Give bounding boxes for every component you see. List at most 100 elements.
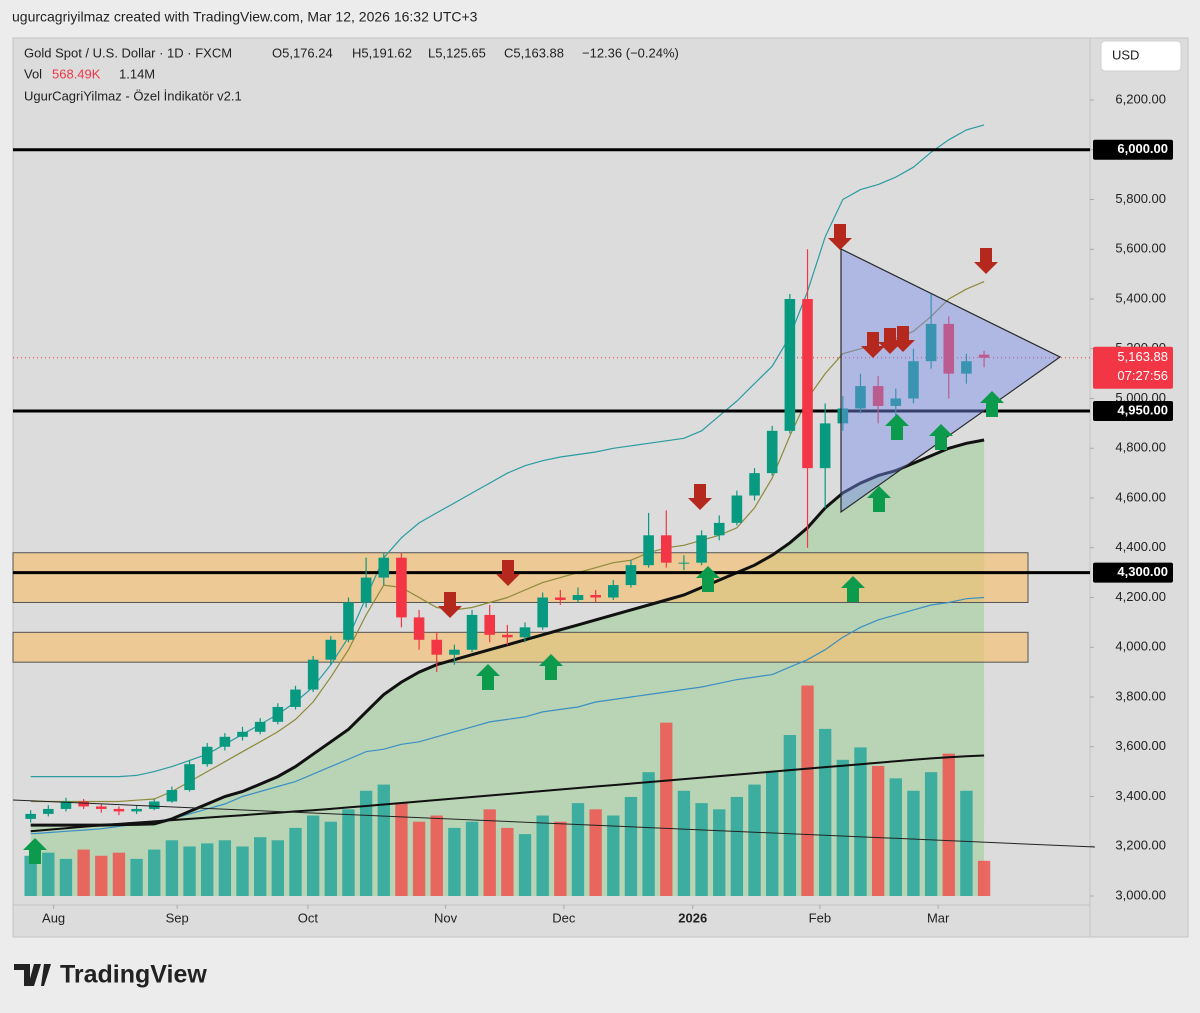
y-tick-label: 6,200.00 bbox=[1115, 91, 1166, 106]
buy-arrow bbox=[539, 654, 563, 680]
candle-body bbox=[978, 354, 990, 358]
candle-body bbox=[784, 299, 796, 431]
buy-arrow bbox=[696, 566, 720, 592]
candle-body bbox=[307, 659, 319, 690]
volume-bar bbox=[624, 796, 638, 896]
indicator-line bbox=[30, 596, 985, 835]
buy-arrow bbox=[980, 391, 1004, 417]
candle-body bbox=[766, 430, 778, 474]
volume-bar bbox=[183, 846, 196, 896]
candle-body bbox=[660, 535, 672, 563]
y-tick-label: 4,000.00 bbox=[1115, 639, 1166, 654]
candle-body bbox=[908, 361, 919, 399]
candle-body bbox=[678, 562, 690, 564]
volume-bar bbox=[677, 790, 691, 896]
volume-bar bbox=[730, 796, 744, 896]
volume-bar bbox=[977, 860, 991, 896]
y-tick-label: 3,800.00 bbox=[1115, 688, 1166, 703]
y-tick-label: 4,800.00 bbox=[1115, 440, 1166, 455]
quote-high: H5,191.62 bbox=[352, 45, 412, 60]
volume-bar bbox=[324, 821, 337, 896]
brand-logo bbox=[14, 964, 51, 986]
candle-body bbox=[943, 323, 955, 374]
volume-bar bbox=[818, 728, 832, 896]
volume-bar bbox=[59, 858, 73, 896]
volume-bar bbox=[218, 840, 232, 896]
volume-bar bbox=[306, 815, 320, 896]
currency-button[interactable] bbox=[1100, 40, 1182, 72]
level-label: 4,300.00 bbox=[1117, 564, 1168, 579]
buy-arrow bbox=[23, 838, 47, 864]
volume-bar bbox=[748, 784, 761, 896]
volume-bar bbox=[254, 837, 267, 896]
brand-name: TradingView bbox=[60, 961, 207, 989]
sell-signals bbox=[438, 224, 998, 618]
volume-bar bbox=[942, 753, 955, 896]
volume-bar bbox=[395, 803, 408, 896]
volume-bar bbox=[554, 821, 567, 896]
mid-layer bbox=[13, 124, 1090, 896]
y-tick-label: 3,400.00 bbox=[1115, 788, 1166, 803]
currency-label[interactable]: USD bbox=[1112, 47, 1139, 62]
volume-bar bbox=[589, 809, 602, 896]
volume-bar bbox=[148, 849, 161, 896]
sell-arrow bbox=[861, 332, 885, 358]
y-tick-label: 5,800.00 bbox=[1115, 191, 1166, 206]
candle-body bbox=[555, 597, 566, 600]
buy-arrow bbox=[929, 424, 953, 450]
trend-line bbox=[12, 799, 1096, 848]
buy-signals bbox=[23, 391, 1004, 864]
candle-body bbox=[519, 627, 531, 638]
volume-value: 568.49K bbox=[52, 66, 101, 81]
brand: TradingView bbox=[14, 961, 207, 989]
volume-bar bbox=[465, 821, 479, 896]
candle-body bbox=[537, 597, 548, 628]
candle-body bbox=[802, 299, 813, 469]
volume-bar bbox=[660, 722, 673, 896]
volume-bar bbox=[165, 840, 179, 896]
buy-arrow bbox=[885, 414, 909, 440]
candle-body bbox=[378, 557, 390, 578]
volume-bar bbox=[801, 685, 814, 896]
volume-bar bbox=[342, 809, 355, 896]
candle-body bbox=[890, 398, 902, 406]
candle-body bbox=[572, 595, 584, 600]
volume-label: Vol bbox=[24, 66, 42, 81]
level-label-box bbox=[1093, 562, 1173, 583]
x-tick-label: Feb bbox=[809, 910, 831, 925]
volume-bar bbox=[854, 747, 867, 896]
y-tick-label: 4,600.00 bbox=[1115, 489, 1166, 504]
sell-arrow bbox=[878, 328, 902, 354]
volume-bar bbox=[836, 759, 849, 896]
symbol-title: Gold Spot / U.S. Dollar · 1D · FXCM bbox=[24, 45, 232, 60]
x-tick-label: Dec bbox=[552, 910, 576, 925]
volume-bar bbox=[907, 790, 920, 896]
x-tick-label: Aug bbox=[42, 910, 65, 925]
candle-body bbox=[696, 535, 707, 563]
buy-arrow bbox=[841, 576, 865, 602]
sell-arrow bbox=[828, 224, 852, 250]
level-label: 6,000.00 bbox=[1117, 141, 1168, 156]
sell-arrow bbox=[688, 484, 712, 510]
volume-bar bbox=[924, 772, 938, 896]
sell-arrow bbox=[438, 592, 462, 618]
x-tick-label: 2026 bbox=[678, 910, 707, 925]
candle-body bbox=[343, 602, 354, 640]
candle-body bbox=[731, 495, 743, 523]
volume-bar bbox=[130, 858, 143, 896]
volume-bar bbox=[483, 809, 496, 896]
candle-body bbox=[254, 721, 266, 732]
candle-body bbox=[961, 361, 972, 374]
volume-bar bbox=[112, 852, 126, 896]
volume-bar bbox=[412, 821, 426, 896]
level-label-box bbox=[1093, 139, 1173, 160]
y-tick-label: 4,400.00 bbox=[1115, 539, 1166, 554]
legend: Gold Spot / U.S. Dollar · 1D · FXCM O5,1… bbox=[24, 40, 1182, 103]
y-tick-label: 5,600.00 bbox=[1115, 241, 1166, 256]
ma-area bbox=[30, 440, 985, 896]
caption: ugurcagriyilmaz created with TradingView… bbox=[12, 9, 478, 25]
y-tick-label: 4,200.00 bbox=[1115, 589, 1166, 604]
candle-body bbox=[855, 386, 866, 409]
volume-bar bbox=[536, 815, 549, 896]
